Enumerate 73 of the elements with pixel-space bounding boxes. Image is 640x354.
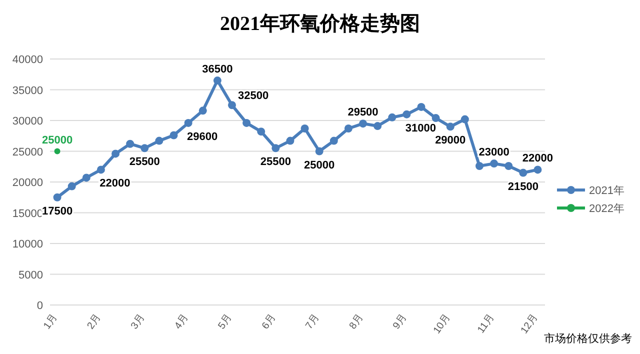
y-tick-label: 20000 xyxy=(12,177,43,189)
chart-title: 2021年环氧价格走势图 xyxy=(220,13,420,35)
point xyxy=(96,166,105,174)
point xyxy=(315,147,324,156)
point xyxy=(402,110,411,118)
x-tick-label: 5月 xyxy=(216,312,234,332)
point xyxy=(68,182,76,190)
legend-label: 2022年 xyxy=(589,203,624,215)
point xyxy=(112,150,120,158)
data-label: 31000 xyxy=(405,122,436,134)
data-label: 17500 xyxy=(42,205,73,218)
point xyxy=(330,136,338,145)
data-label: 22000 xyxy=(100,178,130,190)
point xyxy=(198,106,207,115)
point xyxy=(272,144,280,152)
point xyxy=(213,76,222,85)
point xyxy=(344,124,352,132)
data-label: 29500 xyxy=(348,106,378,119)
point xyxy=(140,144,149,152)
point xyxy=(374,122,382,130)
x-tick-label: 6月 xyxy=(260,312,278,332)
point xyxy=(257,128,266,136)
data-label: 25500 xyxy=(260,156,291,168)
point xyxy=(184,118,192,127)
point xyxy=(460,115,469,124)
x-tick-label: 12月 xyxy=(519,312,540,336)
data-label: 21500 xyxy=(508,180,538,193)
point xyxy=(126,140,134,148)
data-label: 25500 xyxy=(129,156,160,168)
legend-label: 2021年 xyxy=(589,185,624,197)
data-label: 23000 xyxy=(478,146,510,159)
point xyxy=(228,101,236,110)
data-label: 32500 xyxy=(238,90,269,102)
point xyxy=(446,122,454,131)
x-tick-label: 9月 xyxy=(391,312,410,332)
y-tick-label: 25000 xyxy=(12,146,43,158)
point xyxy=(388,113,396,122)
y-tick-label: 40000 xyxy=(12,54,43,66)
point xyxy=(82,174,90,182)
x-tick-label: 1月 xyxy=(42,312,60,332)
data-label: 22000 xyxy=(522,152,554,165)
point xyxy=(242,118,251,127)
data-label: 36500 xyxy=(202,64,233,76)
x-tick-label: 10月 xyxy=(432,312,453,336)
y-tick-label: 10000 xyxy=(12,238,43,250)
y-tick-label: 30000 xyxy=(12,116,43,128)
point xyxy=(359,120,368,128)
point xyxy=(170,131,178,140)
point xyxy=(300,124,309,132)
point xyxy=(504,162,513,170)
y-tick-label: 0 xyxy=(36,300,43,312)
point xyxy=(155,136,164,145)
point xyxy=(534,166,542,174)
point xyxy=(475,162,484,170)
point xyxy=(490,160,498,168)
data-label: 25000 xyxy=(304,159,335,172)
point xyxy=(432,114,440,122)
data-label: 25000 xyxy=(42,134,73,146)
x-tick-label: 4月 xyxy=(172,312,191,332)
point xyxy=(417,102,426,111)
y-tick-label: 35000 xyxy=(12,84,43,97)
text: 市场价格仅供参考 xyxy=(544,332,632,345)
y-tick-label: 5000 xyxy=(18,269,43,282)
data-label: 29600 xyxy=(187,130,218,143)
x-tick-label: 2月 xyxy=(85,312,104,332)
point xyxy=(53,193,62,202)
data-label: 29000 xyxy=(435,134,466,147)
point xyxy=(519,168,528,177)
point xyxy=(286,136,294,145)
x-tick-label: 8月 xyxy=(348,312,366,332)
x-tick-label: 3月 xyxy=(129,312,148,332)
x-tick-label: 7月 xyxy=(304,312,322,332)
x-tick-label: 11月 xyxy=(476,312,496,336)
